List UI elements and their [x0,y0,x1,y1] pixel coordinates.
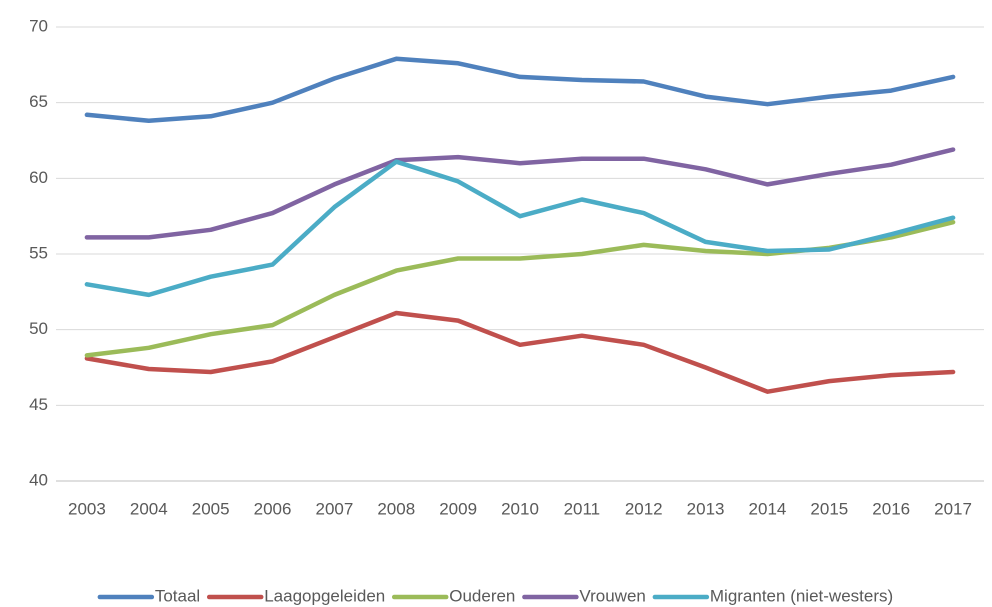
y-tick-label: 65 [29,92,48,111]
legend-label: Totaal [155,586,200,605]
series-line [84,310,956,394]
x-tick-label: 2005 [192,499,230,518]
x-tick-label: 2010 [501,499,539,518]
x-tick-label: 2008 [377,499,415,518]
x-tick-label: 2015 [810,499,848,518]
y-tick-label: 70 [29,16,48,35]
x-tick-label: 2012 [625,499,663,518]
x-tick-label: 2016 [872,499,910,518]
x-tick-label: 2009 [439,499,477,518]
x-tick-label: 2004 [130,499,168,518]
y-tick-label: 55 [29,243,48,262]
x-tick-label: 2014 [749,499,787,518]
series-line [84,219,956,358]
x-tick-label: 2007 [315,499,353,518]
x-tick-label: 2006 [254,499,292,518]
y-tick-label: 60 [29,168,48,187]
series-line [84,56,956,124]
y-tick-label: 50 [29,319,48,338]
series-line [84,147,956,240]
x-tick-label: 2011 [564,499,601,518]
x-tick-label: 2013 [687,499,725,518]
x-tick-label: 2003 [68,499,106,518]
legend-label: Ouderen [449,586,515,605]
legend-label: Vrouwen [579,586,645,605]
series-line [84,159,956,298]
legend-label: Laagopgeleiden [264,586,385,605]
legend-label: Migranten (niet-westers) [710,586,893,605]
y-tick-label: 40 [29,470,48,489]
x-tick-label: 2017 [934,499,972,518]
y-tick-label: 45 [29,395,48,414]
